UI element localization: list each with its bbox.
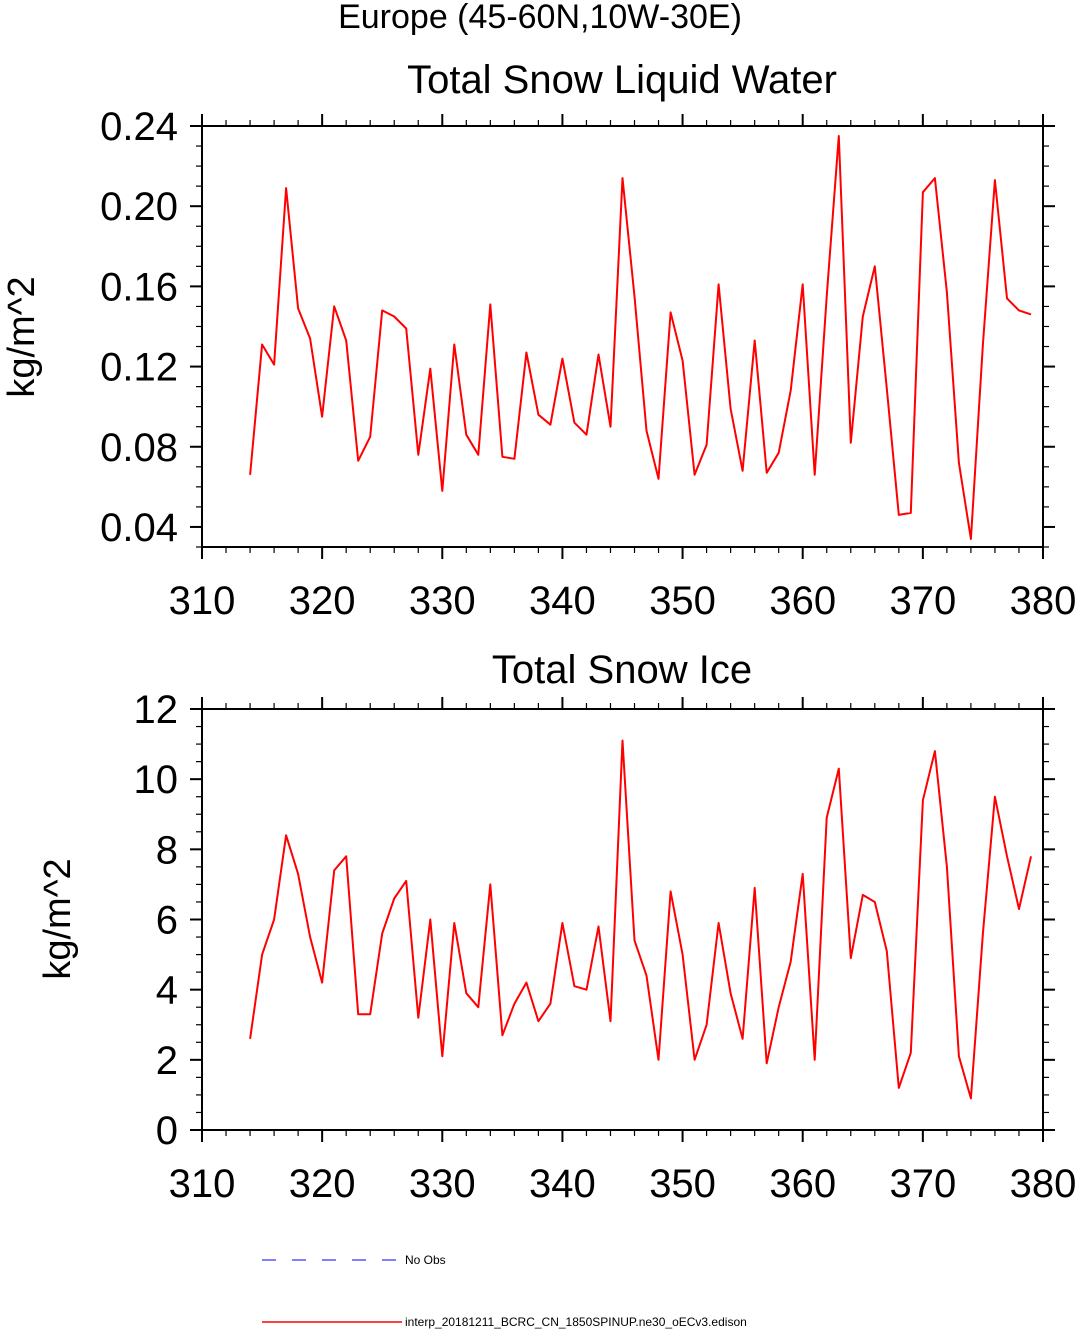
y-tick-label: 10 bbox=[134, 758, 179, 802]
x-tick-label: 350 bbox=[649, 1162, 716, 1206]
y-axis-label-liquid-water: kg/m^2 bbox=[1, 276, 43, 397]
x-tick-label: 340 bbox=[529, 1162, 596, 1206]
x-tick-label: 330 bbox=[409, 1162, 476, 1206]
panel-title-liquid-water: Total Snow Liquid Water bbox=[407, 58, 837, 102]
figure-suptitle: Europe (45-60N,10W-30E) bbox=[338, 0, 742, 36]
x-tick-label: 330 bbox=[409, 579, 476, 623]
x-tick-label: 350 bbox=[649, 579, 716, 623]
x-tick-label: 360 bbox=[769, 579, 836, 623]
x-tick-label: 370 bbox=[889, 1162, 956, 1206]
legend-label-model: interp_20181211_BCRC_CN_1850SPINUP.ne30_… bbox=[405, 1315, 747, 1329]
y-tick-label: 12 bbox=[134, 688, 179, 732]
y-tick-label: 0.20 bbox=[100, 185, 178, 229]
y-tick-label: 0.16 bbox=[100, 265, 178, 309]
legend: No Obs interp_20181211_BCRC_CN_1850SPINU… bbox=[262, 1253, 747, 1329]
series-line bbox=[249, 739, 1032, 1100]
y-tick-label: 2 bbox=[156, 1039, 178, 1083]
y-tick-label: 0.04 bbox=[100, 506, 178, 550]
legend-label-no-obs: No Obs bbox=[405, 1253, 446, 1267]
y-tick-label: 8 bbox=[156, 828, 178, 872]
x-tick-label: 320 bbox=[289, 1162, 356, 1206]
x-tick-label: 360 bbox=[769, 1162, 836, 1206]
y-tick-label: 0.12 bbox=[100, 346, 178, 390]
series-line bbox=[249, 135, 1032, 540]
x-tick-label: 370 bbox=[889, 579, 956, 623]
panel-snow-ice: Total Snow Ice kg/m^2 310 320 330 340 350 360… bbox=[37, 648, 1076, 1206]
panel-snow-liquid-water: Total Snow Liquid Water kg/m^2 310 320 330… bbox=[1, 58, 1076, 623]
y-tick-label: 0.08 bbox=[100, 426, 178, 470]
x-tick-label: 380 bbox=[1010, 579, 1077, 623]
x-tick-label: 380 bbox=[1010, 1162, 1077, 1206]
panel-title-snow-ice: Total Snow Ice bbox=[492, 648, 752, 692]
y-tick-label: 6 bbox=[156, 899, 178, 943]
x-tick-label: 310 bbox=[169, 579, 236, 623]
y-tick-label: 0 bbox=[156, 1109, 178, 1153]
y-tick-label: 0.24 bbox=[100, 105, 178, 149]
x-tick-label: 340 bbox=[529, 579, 596, 623]
x-tick-label: 320 bbox=[289, 579, 356, 623]
y-axis-label-snow-ice: kg/m^2 bbox=[37, 858, 79, 979]
plot-frame bbox=[201, 125, 1044, 548]
y-tick-label: 4 bbox=[156, 969, 178, 1013]
x-tick-label: 310 bbox=[169, 1162, 236, 1206]
